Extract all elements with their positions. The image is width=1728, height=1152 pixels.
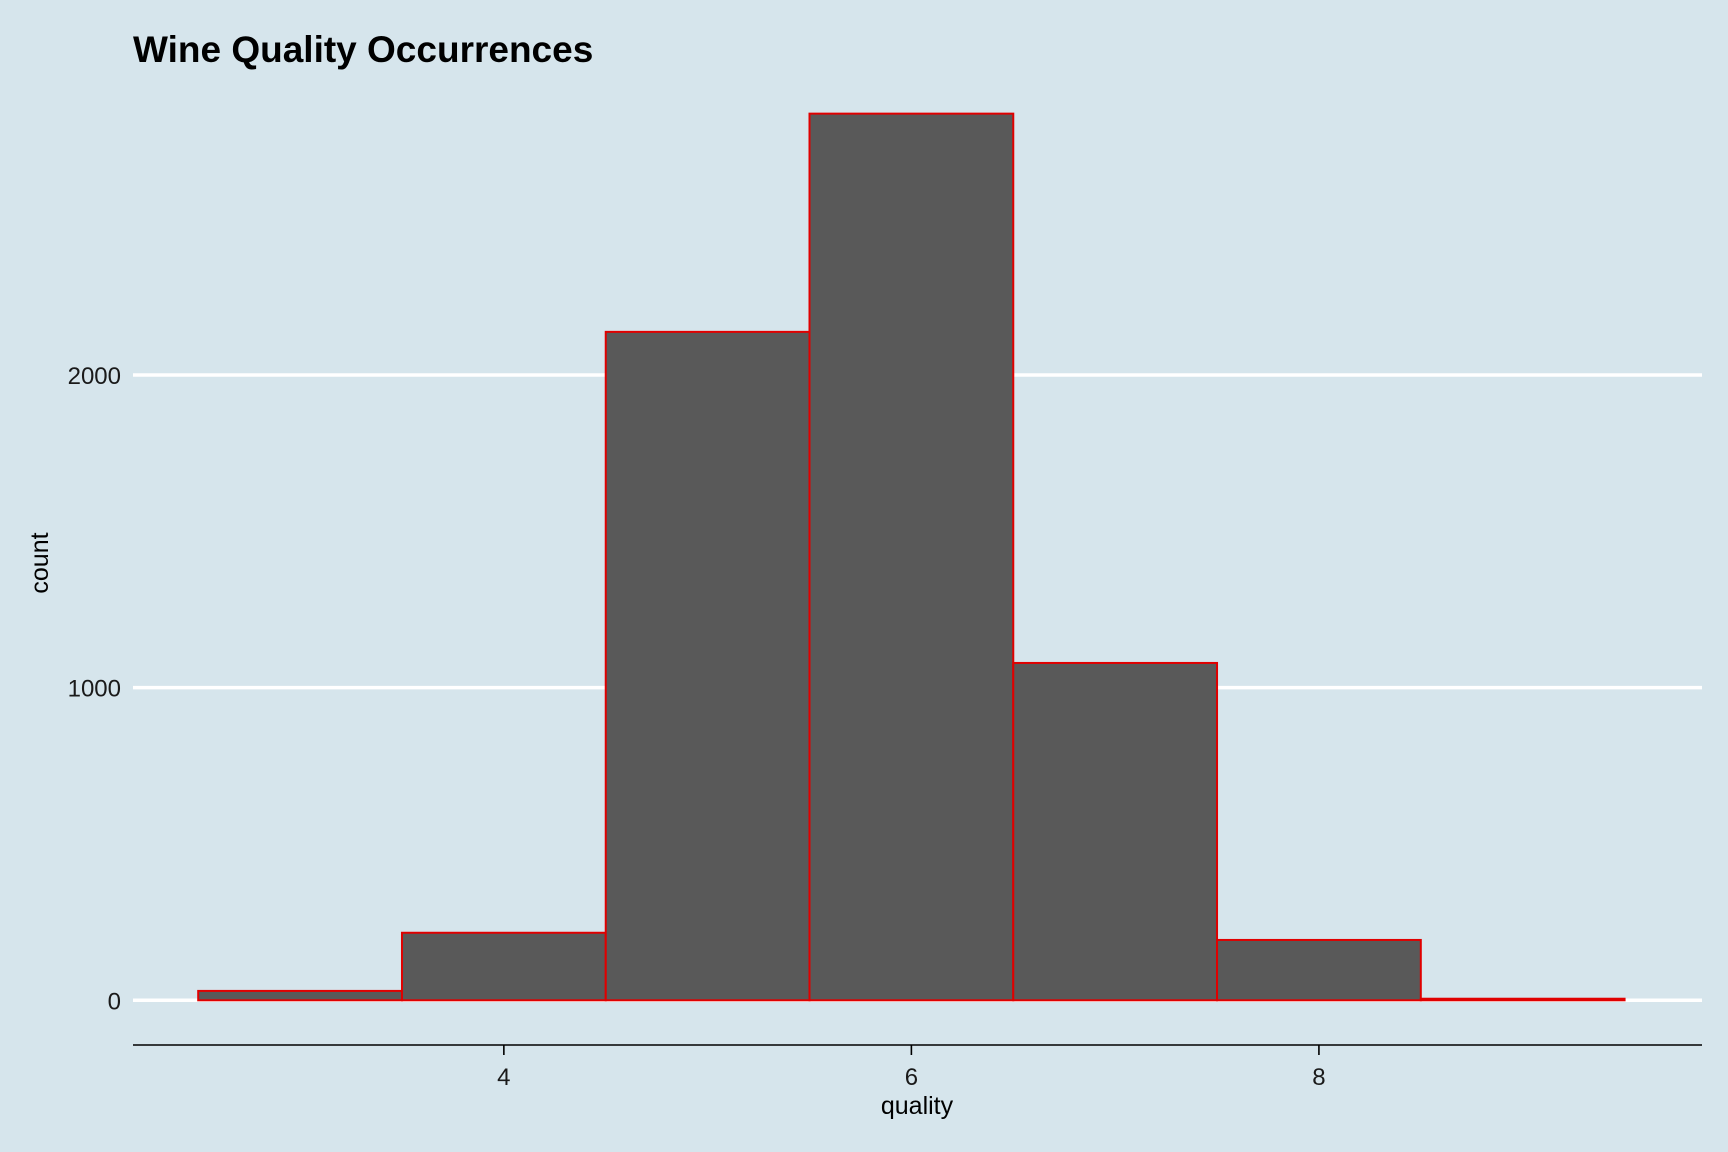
bar-quality-7 — [1012, 661, 1219, 1002]
y-axis-title: count — [26, 532, 54, 593]
bar-quality-9 — [1419, 997, 1626, 1002]
x-tick-label-6: 6 — [905, 1064, 918, 1091]
bars — [197, 112, 1626, 1002]
x-tick-label-4: 4 — [497, 1064, 510, 1091]
chart-title: Wine Quality Occurrences — [133, 29, 593, 70]
bar-quality-5 — [604, 330, 811, 1002]
y-tick-label-1000: 1000 — [68, 676, 121, 703]
y-tick-label-2000: 2000 — [68, 363, 121, 390]
bar-quality-4 — [400, 931, 607, 1002]
bar-quality-3 — [197, 989, 403, 1002]
y-tick-label-0: 0 — [108, 988, 121, 1015]
x-tick-label-8: 8 — [1312, 1064, 1325, 1091]
x-ticks: 4 6 8 — [497, 1045, 1326, 1091]
x-axis-title: quality — [881, 1092, 954, 1120]
bar-quality-8 — [1216, 938, 1422, 1002]
bar-quality-6 — [808, 112, 1015, 1002]
y-tick-labels: 0 1000 2000 — [68, 363, 121, 1015]
